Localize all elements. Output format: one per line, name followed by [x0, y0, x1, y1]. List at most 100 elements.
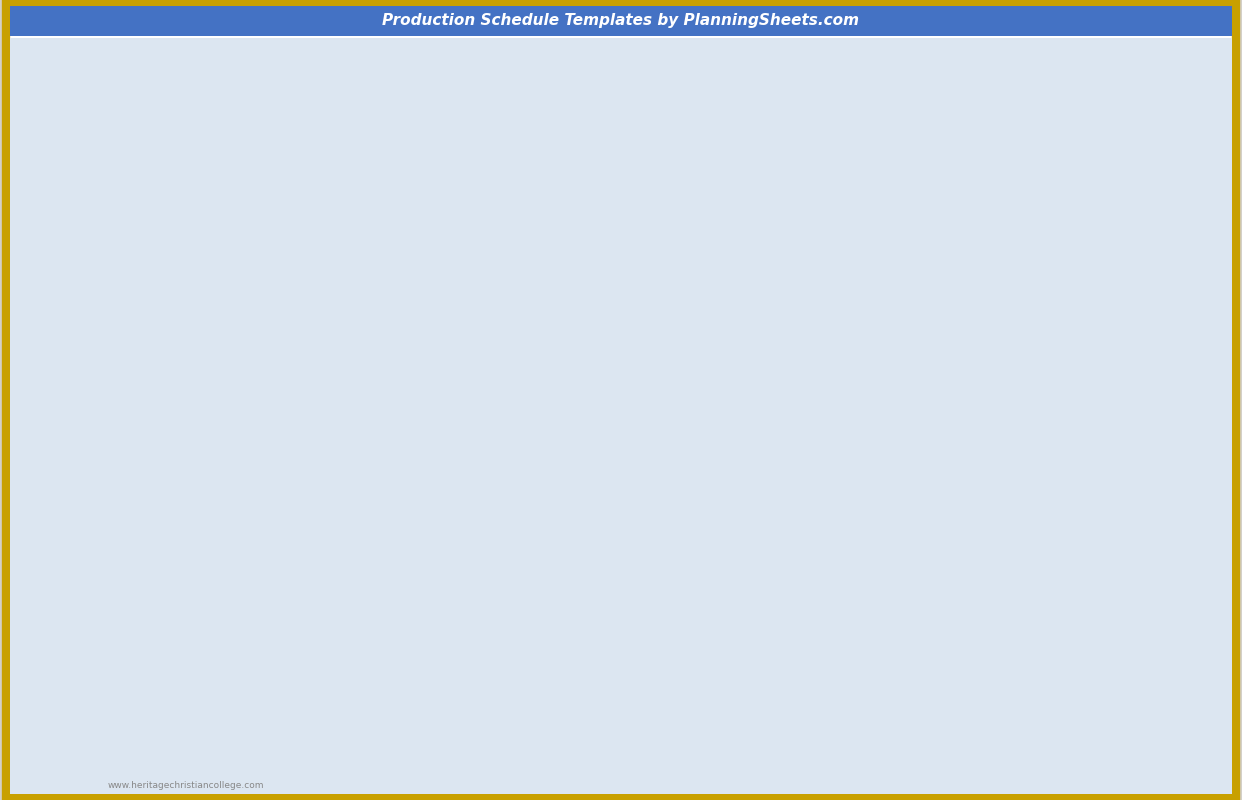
X-axis label: Work Center: Work Center [953, 788, 1022, 798]
Text: 10.0: 10.0 [1043, 173, 1057, 178]
Bar [539, 511, 578, 524]
Bar [147, 562, 158, 756]
Text: 10: 10 [672, 249, 679, 254]
Bar [1166, 296, 1199, 306]
Bar [36, 307, 97, 319]
Text: 300: 300 [386, 309, 402, 318]
Text: 20.0: 20.0 [1163, 401, 1176, 406]
Bar [1199, 440, 1230, 444]
Bar [1199, 517, 1230, 524]
Bar [596, 493, 628, 499]
Bar [923, 562, 933, 756]
Bar [414, 410, 457, 422]
Bar [628, 296, 660, 306]
Bar [539, 295, 578, 307]
Bar [245, 410, 299, 422]
Text: 10: 10 [430, 450, 441, 458]
Text: 10.0: 10.0 [1043, 160, 1057, 165]
Bar [1040, 308, 1072, 319]
Text: Day: Day [607, 215, 619, 220]
Bar [1040, 283, 1072, 294]
Bar [539, 397, 578, 410]
Bar [1040, 445, 1072, 451]
Bar [12, 435, 36, 448]
Bar [818, 215, 850, 220]
Bar [628, 283, 660, 294]
Text: 10: 10 [735, 249, 743, 254]
Text: 8: 8 [990, 311, 994, 316]
Bar [457, 410, 496, 422]
Bar [1135, 477, 1166, 483]
Text: 9/5: 9/5 [312, 247, 324, 256]
Bar [692, 321, 723, 331]
Bar [945, 453, 976, 459]
Text: 10: 10 [471, 259, 482, 268]
Text: Customer: Customer [251, 210, 292, 218]
Bar [692, 234, 723, 245]
Text: 20.0: 20.0 [1187, 388, 1201, 393]
Bar [1009, 469, 1040, 475]
Text: 16: 16 [925, 486, 933, 490]
Bar [539, 270, 578, 282]
Text: 10.0: 10.0 [780, 173, 794, 178]
Text: UPH
(Unit/Hr): UPH (Unit/Hr) [416, 205, 455, 224]
Bar [1072, 477, 1103, 483]
Text: 1000: 1000 [345, 247, 366, 256]
Bar [457, 486, 496, 498]
Bar [12, 220, 36, 233]
Text: Customer: Customer [251, 386, 292, 395]
Text: 250: 250 [348, 284, 364, 293]
Text: 9/9: 9/9 [312, 322, 324, 330]
Bar [850, 308, 882, 319]
Text: 1003-006: 1003-006 [46, 284, 87, 293]
Bar [1165, 562, 1175, 756]
Bar [882, 321, 913, 331]
Bar [723, 283, 755, 294]
Bar [596, 271, 628, 282]
Bar [245, 233, 299, 245]
Bar [818, 308, 850, 319]
Text: Y: Y [1097, 199, 1100, 204]
Text: Hrs
Loaded: Hrs Loaded [502, 381, 533, 400]
Text: 9/5: 9/5 [312, 398, 324, 407]
Bar [976, 215, 1009, 220]
Bar [299, 208, 337, 220]
Text: .: . [990, 186, 991, 191]
Text: Y: Y [270, 284, 274, 293]
Text: Day: Day [861, 440, 871, 445]
Bar [786, 321, 818, 331]
Bar [1103, 308, 1135, 319]
Bar [140, 422, 245, 435]
Bar [1103, 234, 1135, 245]
Text: 9/8: 9/8 [1064, 434, 1078, 443]
Bar [660, 493, 692, 499]
Bar [1199, 271, 1230, 282]
Text: 2: 2 [612, 412, 617, 421]
Text: 9/5: 9/5 [312, 272, 324, 281]
Bar [97, 410, 140, 422]
Text: N: N [268, 309, 274, 318]
Legend: 01 Sep(D), 01 Sep(N), 02-Sep(D), 02-94p(N), 03 Sep(D), 03 Sep(N): 01 Sep(D), 01 Sep(N), 02-Sep(D), 02-94p(… [705, 524, 790, 616]
Bar [414, 258, 457, 270]
Text: 9/10: 9/10 [1189, 434, 1207, 443]
Text: -: - [556, 411, 560, 420]
Bar [539, 410, 578, 422]
Text: 200: 200 [386, 272, 402, 281]
Bar [755, 445, 786, 451]
Bar [299, 397, 337, 410]
Text: 20.0: 20.0 [1211, 414, 1225, 419]
Text: Night: Night [891, 440, 904, 445]
Bar [1009, 258, 1040, 270]
Bar [723, 485, 755, 491]
Bar [596, 222, 628, 232]
Bar [337, 270, 375, 282]
Bar [723, 493, 755, 499]
Bar [755, 517, 786, 524]
Text: -: - [556, 398, 560, 407]
Text: Day: Day [671, 440, 682, 445]
Bar [1103, 517, 1135, 524]
Text: 20: 20 [512, 272, 523, 281]
Bar [976, 493, 1009, 499]
Bar [299, 258, 337, 270]
Bar [414, 208, 457, 220]
